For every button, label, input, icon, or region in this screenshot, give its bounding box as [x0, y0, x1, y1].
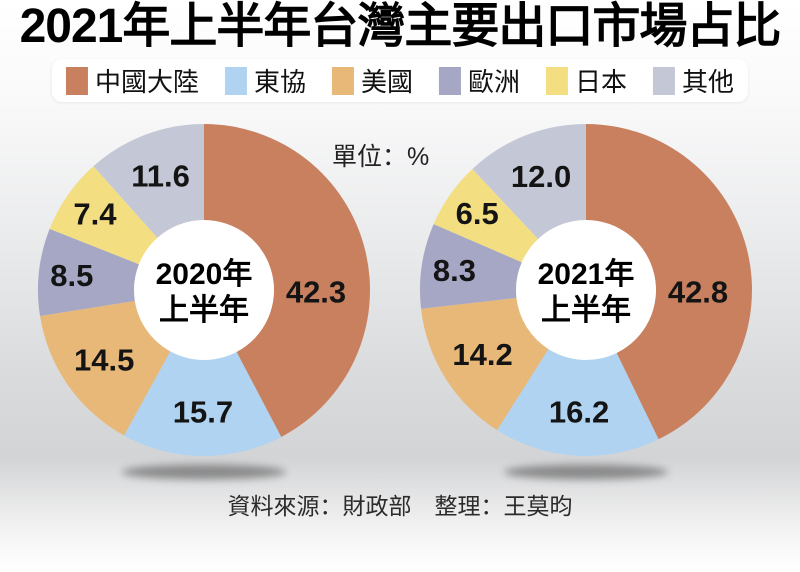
donut-ground-shadow — [122, 464, 286, 480]
slice-value-label-europe: 8.5 — [50, 258, 93, 293]
slice-value-label-china: 42.8 — [668, 275, 728, 310]
donut-slice-usa — [40, 300, 171, 436]
donut-chart-2021: 42.8 16.2 14.2 8.3 6.5 12.0 2021年上半年 — [419, 124, 752, 480]
legend-swatch-europe — [439, 66, 461, 95]
donut-ground-shadow — [504, 464, 668, 480]
legend-item-japan: 日本 — [546, 62, 627, 99]
donut-slice-asean — [497, 349, 659, 457]
donut-slice-europe — [37, 228, 139, 316]
unit-label: 單位：% — [332, 143, 430, 171]
legend-label: 東協 — [253, 67, 306, 97]
legend-swatch-others — [653, 66, 676, 95]
donut-slice-japan — [49, 166, 158, 265]
donut-chart-2020: 42.3 15.7 14.5 8.5 7.4 11.6 2020年上半年 — [37, 124, 371, 480]
legend: 中國大陸 東協 美國 歐洲 日本 其他 — [51, 59, 749, 102]
donut-slice-japan — [433, 168, 539, 263]
donut-slice-china — [204, 124, 371, 437]
donut-hole — [515, 219, 657, 361]
legend-swatch-usa — [331, 66, 354, 95]
donut-slice-china — [586, 124, 752, 440]
donut-center-label: 2020年上半年 — [156, 258, 253, 327]
legend-label: 其他 — [682, 67, 735, 97]
slice-value-label-china: 42.3 — [286, 275, 346, 310]
donut-slice-others — [93, 124, 204, 238]
legend-item-asean: 東協 — [224, 62, 306, 99]
legend-swatch-china — [65, 66, 88, 95]
donut-slice-asean — [124, 351, 282, 457]
legend-item-others: 其他 — [653, 62, 734, 99]
slice-value-label-usa: 14.2 — [452, 337, 512, 372]
legend-swatch-asean — [224, 66, 247, 95]
slice-value-label-asean: 16.2 — [549, 394, 609, 429]
slice-value-label-europe: 8.3 — [433, 253, 476, 288]
donut-slice-europe — [419, 224, 522, 309]
legend-label: 中國大陸 — [94, 67, 199, 97]
slice-value-label-japan: 7.4 — [73, 196, 117, 231]
source-credit: 資料來源：財政部 整理：王莫昀 — [227, 493, 573, 519]
slice-value-label-usa: 14.5 — [74, 343, 134, 378]
donut-slice-usa — [421, 297, 549, 431]
slice-value-label-japan: 6.5 — [456, 196, 499, 231]
legend-label: 日本 — [575, 67, 628, 97]
donut-hole — [133, 219, 275, 361]
slice-value-label-others: 12.0 — [511, 159, 571, 194]
donut-center-label: 2021年上半年 — [538, 258, 635, 327]
legend-swatch-japan — [546, 66, 569, 95]
legend-item-europe: 歐洲 — [439, 62, 520, 99]
legend-item-china: 中國大陸 — [65, 62, 199, 99]
slice-value-label-asean: 15.7 — [173, 395, 233, 430]
slice-value-label-others: 11.6 — [131, 159, 190, 194]
legend-item-usa: 美國 — [331, 62, 413, 99]
donut-slice-others — [472, 124, 586, 239]
chart-title: 2021年上半年台灣主要出口市場占比 — [19, 0, 782, 53]
legend-label: 美國 — [360, 67, 413, 97]
legend-label: 歐洲 — [468, 67, 521, 97]
